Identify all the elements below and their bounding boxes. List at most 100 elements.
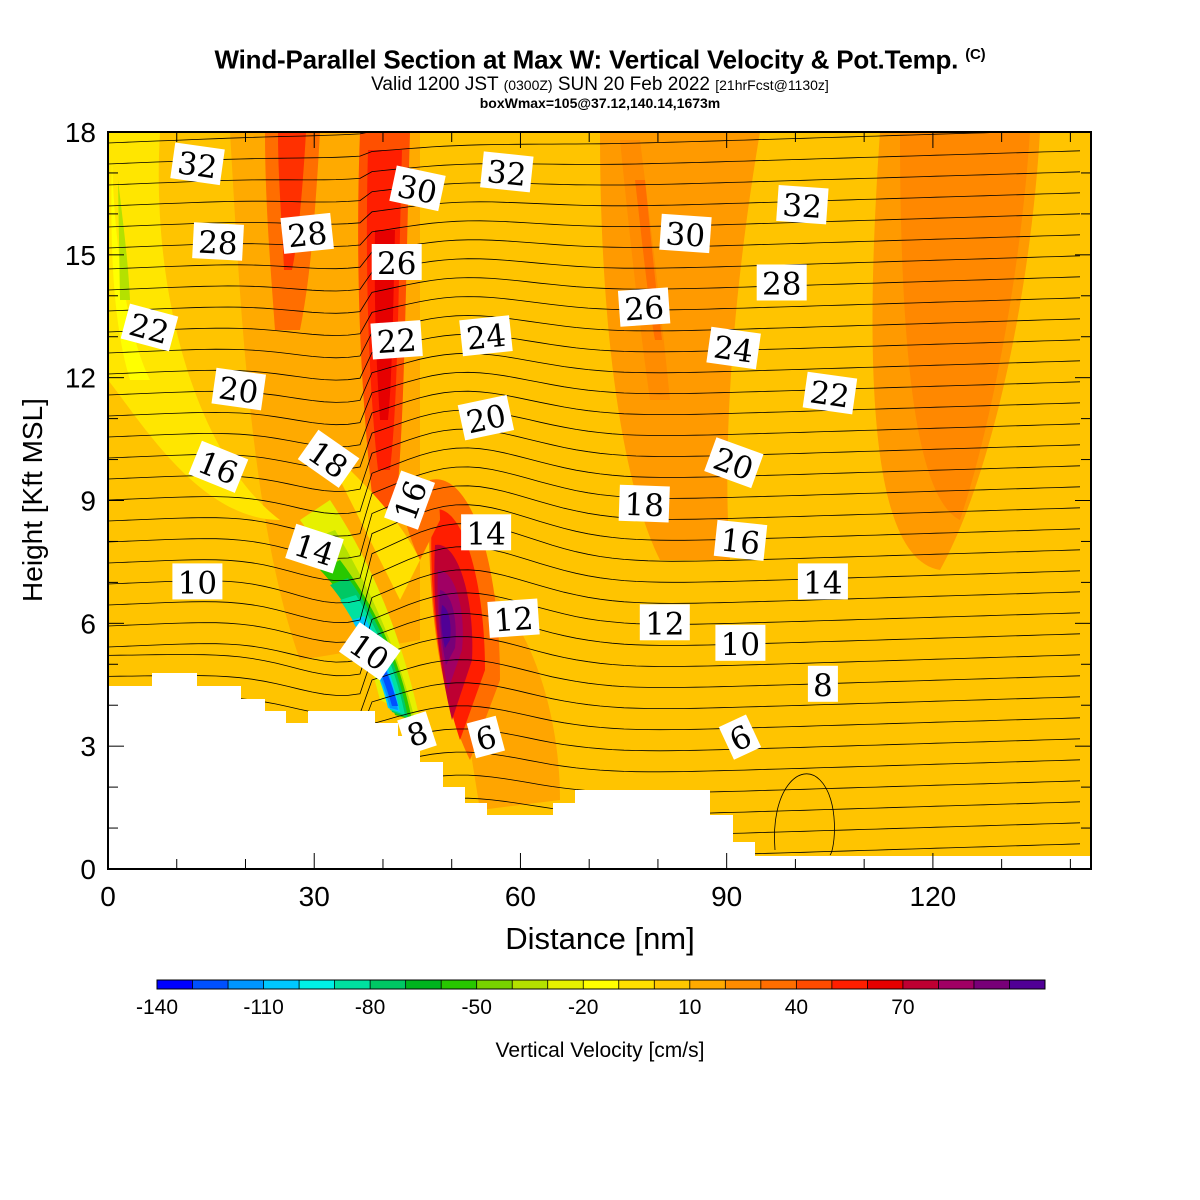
contour-label-background <box>170 142 225 186</box>
colorbar-swatch <box>299 980 336 989</box>
contour-label-background <box>297 429 360 488</box>
contour-label-text: 24 <box>465 318 508 358</box>
contour-label-text: 12 <box>493 601 535 640</box>
contour-label: 28 <box>280 212 334 255</box>
theta-contour-line <box>108 447 1081 515</box>
contour-label-text: 28 <box>197 224 238 262</box>
contour-label-text: 22 <box>808 374 852 415</box>
colorbar-swatch <box>760 980 797 989</box>
colorbar-swatch <box>867 980 904 989</box>
contour-label-text: 14 <box>803 565 842 601</box>
velocity-region <box>111 160 150 380</box>
x-tick-label: 60 <box>505 881 536 912</box>
colorbar-swatch <box>618 980 655 989</box>
contour-label: 26 <box>617 287 671 328</box>
x-tick-label: 30 <box>299 881 330 912</box>
colorbar-tick-label: -20 <box>568 996 598 1019</box>
theta-contour-line <box>108 485 1081 559</box>
theta-contour-line <box>108 523 1081 604</box>
contour-label-background <box>466 715 505 759</box>
valid-time: Valid 1200 JST <box>371 73 499 95</box>
colorbar-frame <box>156 979 1046 990</box>
contour-label-text: 32 <box>485 154 528 194</box>
contour-label-background <box>389 165 446 212</box>
colorbar-tick-label: 40 <box>785 996 808 1019</box>
contour-label-background <box>713 519 768 561</box>
chart-title: Wind-Parallel Section at Max W: Vertical… <box>0 40 1200 75</box>
theta-contour-line <box>108 352 1081 403</box>
x-tick-label: 0 <box>100 881 116 912</box>
theta-contour-line <box>108 234 1081 270</box>
colorbar-label: Vertical Velocity [cm/s] <box>496 1039 705 1062</box>
colorbar-swatch <box>902 980 939 989</box>
colorbar-swatch <box>796 980 833 989</box>
theta-contour-line <box>108 213 1081 249</box>
theta-contour-line <box>108 171 1081 207</box>
colorbar-swatch <box>441 980 478 989</box>
terrain-mask <box>108 673 1091 869</box>
contour-label: 16 <box>384 470 435 530</box>
theta-contour-line <box>108 333 1081 381</box>
contour-label-background <box>280 212 334 254</box>
contour-label-background <box>459 315 513 357</box>
contour-label-background <box>457 394 515 441</box>
colorbar-swatch <box>192 980 229 989</box>
theta-contour-line <box>108 569 1081 643</box>
copyright-mark: (C) <box>965 46 986 63</box>
contour-label: 22 <box>370 320 423 361</box>
colorbar-swatch <box>831 980 868 989</box>
theta-contour-line <box>108 466 1081 537</box>
colorbar-swatch <box>938 980 975 989</box>
contour-label: 24 <box>706 326 761 371</box>
contour-label-background <box>706 326 761 370</box>
contour-label-background <box>397 711 437 755</box>
velocity-region <box>900 132 1030 520</box>
x-axis-label: Distance [nm] <box>505 921 695 956</box>
colorbar-swatch <box>334 980 371 989</box>
theta-contour-line <box>108 409 1081 470</box>
contour-label-background <box>338 622 401 681</box>
contour-label: 28 <box>192 222 244 263</box>
contour-label: 32 <box>170 142 225 186</box>
theta-contour-line <box>108 276 1081 314</box>
y-tick-label: 15 <box>65 240 96 271</box>
theta-contour-line <box>108 659 1081 716</box>
velocity-region <box>340 470 420 600</box>
contour-label-background <box>618 484 670 523</box>
contour-label-background <box>371 244 422 280</box>
contour-label-text: 18 <box>624 487 665 524</box>
contour-label-background <box>639 604 690 641</box>
contour-label-text: 22 <box>376 322 418 361</box>
contour-label-text: 20 <box>216 370 260 411</box>
theta-contour-line <box>108 428 1081 492</box>
colorbar-swatch <box>405 980 442 989</box>
y-tick-label: 12 <box>65 363 96 394</box>
colorbar-tick-label: 70 <box>891 996 914 1019</box>
theta-contour-line <box>108 255 1081 292</box>
contour-label-background <box>797 563 848 600</box>
contour-label-text: 16 <box>719 522 762 562</box>
contour-label-background <box>172 563 223 600</box>
chart-title-text: Wind-Parallel Section at Max W: Vertical… <box>214 44 959 75</box>
theta-contour-line <box>108 504 1081 582</box>
contour-label-text: 32 <box>781 187 823 226</box>
contour-label: 6 <box>466 715 505 759</box>
colorbar-swatch <box>973 980 1010 989</box>
theta-contour-line <box>774 773 835 856</box>
y-tick-label: 9 <box>80 486 96 517</box>
contour-label-background <box>807 665 838 702</box>
theta-contour-line <box>108 371 1081 426</box>
contour-label-background <box>461 514 512 551</box>
theta-contour-line <box>108 390 1081 448</box>
colorbar-swatch <box>263 980 300 989</box>
contour-label: 32 <box>480 151 534 194</box>
contour-label-text: 12 <box>645 606 684 642</box>
y-tick-label: 3 <box>80 731 96 762</box>
theta-contour-line <box>108 592 1081 663</box>
contour-label-text: 24 <box>711 329 755 370</box>
contour-label: 8 <box>807 665 838 704</box>
contour-label: 20 <box>211 367 267 412</box>
contour-label: 28 <box>756 264 807 303</box>
